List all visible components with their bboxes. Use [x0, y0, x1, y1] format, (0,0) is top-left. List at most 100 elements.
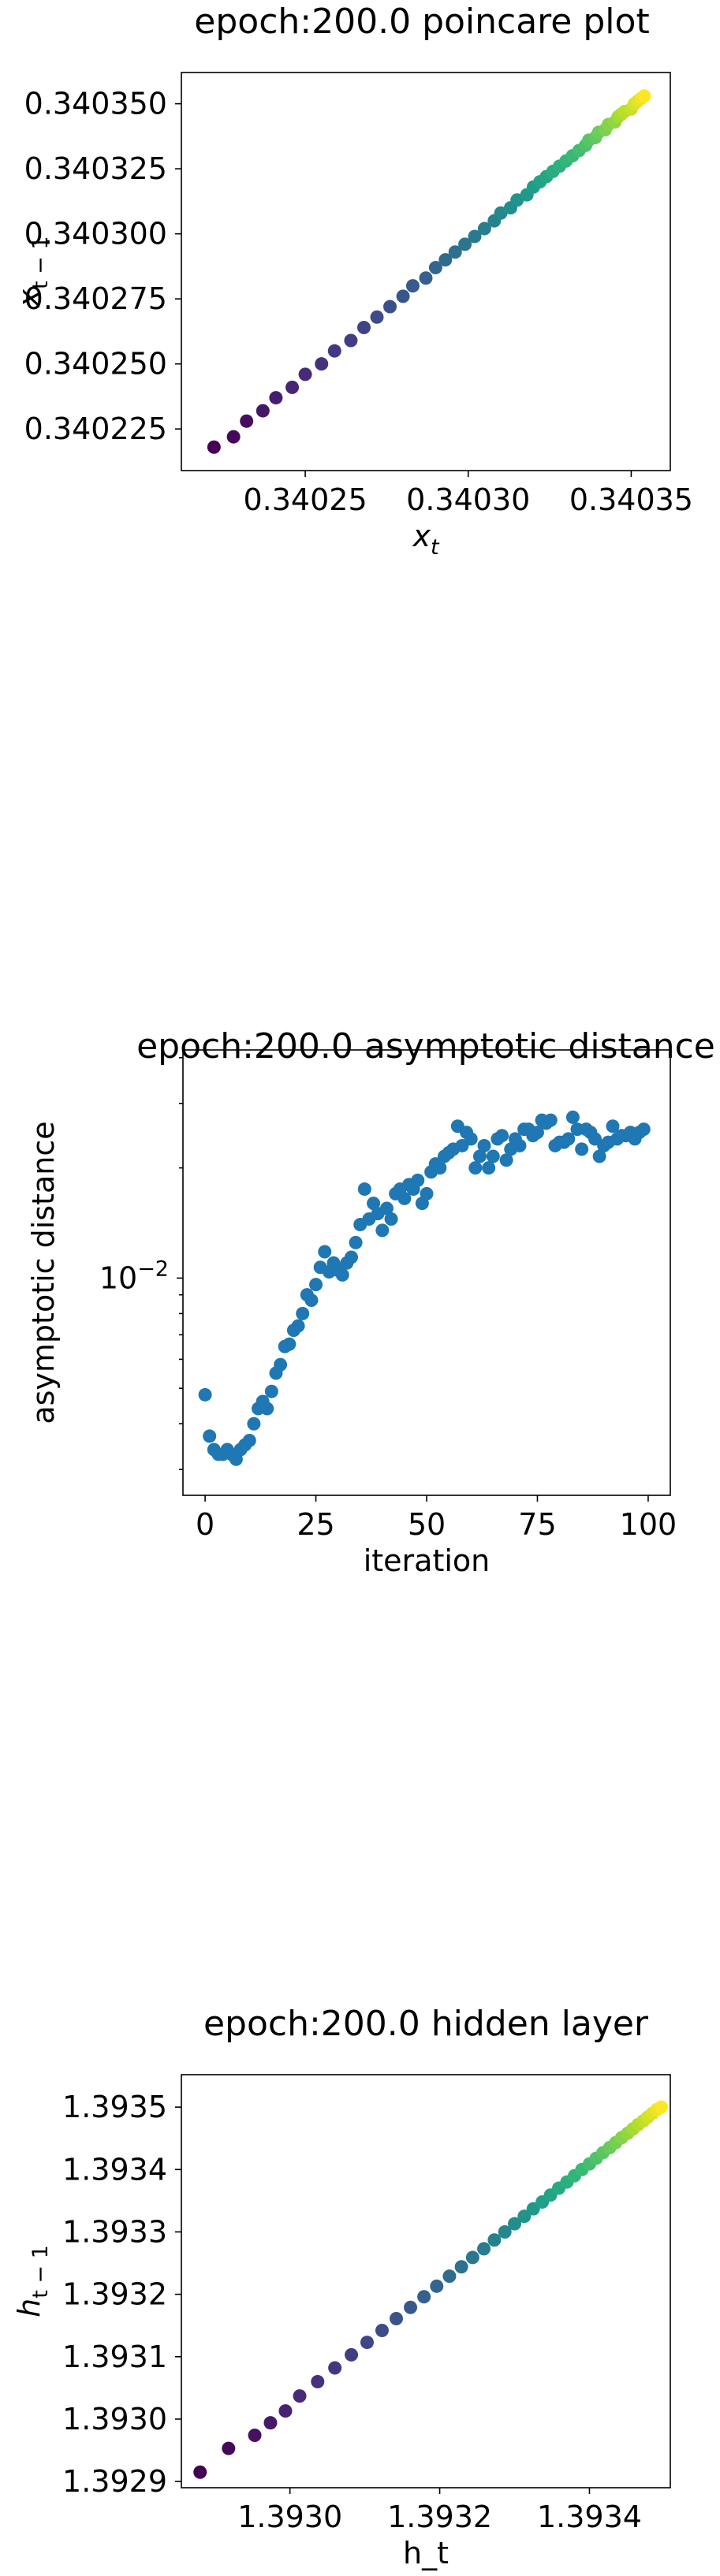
- y-tick-label: 10−2: [99, 1256, 169, 1295]
- data-point: [240, 414, 254, 428]
- data-point: [360, 2336, 374, 2350]
- data-point: [396, 289, 410, 303]
- data-point: [477, 221, 491, 236]
- data-point: [499, 1153, 513, 1167]
- data-point: [636, 1122, 651, 1137]
- data-point: [260, 1402, 274, 1416]
- data-point: [397, 1191, 412, 1205]
- data-point: [477, 2242, 491, 2256]
- data-point: [495, 1129, 509, 1143]
- data-point: [575, 1142, 589, 1156]
- data-point: [349, 1235, 363, 1249]
- data-point: [592, 1149, 606, 1163]
- x-axis-label: iteration: [364, 1543, 491, 1578]
- data-point: [543, 1113, 558, 1127]
- data-point: [498, 2224, 512, 2239]
- data-points: [193, 2100, 669, 2479]
- data-point: [311, 2374, 325, 2388]
- y-tick-label: 0.340300: [24, 217, 167, 251]
- data-point: [565, 1110, 580, 1124]
- plot-frame: [181, 2074, 671, 2489]
- data-point: [263, 2416, 278, 2430]
- chart-title: epoch:200.0 poincare plot: [194, 2, 649, 42]
- data-point: [419, 271, 433, 285]
- data-point: [226, 430, 241, 444]
- data-point: [513, 1138, 527, 1152]
- y-tick-label: 0.340275: [24, 281, 167, 316]
- data-point: [477, 1138, 491, 1152]
- data-point: [327, 344, 341, 358]
- data-point: [458, 237, 472, 251]
- y-tick-label-base: 10: [99, 1260, 137, 1295]
- data-point: [508, 2217, 522, 2231]
- data-point: [274, 1357, 288, 1372]
- data-point: [370, 310, 384, 324]
- data-point: [487, 2233, 502, 2247]
- data-point: [404, 2300, 418, 2314]
- data-point: [464, 1132, 478, 1146]
- y-tick-label: 0.340225: [24, 411, 167, 446]
- data-point: [344, 333, 358, 348]
- data-point: [309, 1278, 323, 1292]
- data-point: [193, 2465, 207, 2479]
- data-point: [482, 1161, 496, 1175]
- x-axis-label-subscript: t: [431, 535, 440, 560]
- y-tick-label: 1.3931: [62, 2340, 167, 2374]
- data-points: [207, 89, 651, 454]
- data-point: [411, 1173, 425, 1187]
- x-tick-label: 50: [408, 1507, 446, 1542]
- x-axis-label: xt: [412, 519, 440, 560]
- x-axis-label: h_t: [403, 2536, 449, 2570]
- data-point: [517, 2209, 532, 2224]
- data-point: [207, 440, 221, 454]
- data-point: [328, 2361, 342, 2375]
- data-point: [454, 2260, 468, 2274]
- data-point: [315, 357, 329, 371]
- data-point: [291, 1319, 305, 1333]
- x-tick-label: 0.34025: [243, 482, 367, 517]
- y-axis-label: ht − 1: [12, 2245, 53, 2317]
- data-point: [606, 1119, 620, 1134]
- x-tick-label: 75: [518, 1507, 556, 1542]
- data-point: [298, 367, 312, 382]
- data-point: [383, 300, 397, 314]
- x-tick-label: 0.34030: [406, 482, 530, 517]
- y-axis-label-base: h: [12, 2299, 47, 2317]
- data-point: [468, 1161, 483, 1175]
- data-point: [242, 1433, 256, 1447]
- y-tick-label: 1.3933: [62, 2214, 167, 2249]
- chart-title: epoch:200.0 asymptotic distance: [136, 1026, 715, 1067]
- y-tick-label: 1.3935: [62, 2090, 167, 2124]
- data-point: [428, 261, 442, 275]
- y-tick-label: 1.3929: [62, 2464, 167, 2499]
- y-axis-label: xt − 1: [12, 236, 53, 307]
- data-point: [472, 1149, 487, 1163]
- y-axis-label-subscript: t − 1: [28, 2245, 53, 2299]
- data-point: [367, 1197, 381, 1211]
- chart-title: epoch:200.0 hidden layer: [203, 2004, 649, 2044]
- data-point: [433, 1161, 447, 1175]
- data-point: [304, 1294, 319, 1307]
- data-point: [203, 1429, 217, 1443]
- data-point: [222, 2441, 236, 2455]
- data-points: [198, 1110, 651, 1466]
- data-point: [296, 1306, 310, 1320]
- data-point: [198, 1387, 212, 1402]
- x-tick-label: 0.34035: [569, 482, 693, 517]
- y-axis-label-base: x: [12, 289, 47, 308]
- data-point: [264, 1384, 278, 1398]
- x-tick-label: 1.3930: [237, 2500, 342, 2534]
- y-tick-label: 1.3934: [62, 2152, 167, 2187]
- data-point: [468, 229, 482, 244]
- y-tick-label: 1.3930: [62, 2402, 167, 2436]
- data-point: [318, 1245, 332, 1259]
- y-tick-label: 0.340350: [24, 87, 167, 121]
- data-point: [278, 2404, 293, 2418]
- y-axis-label-subscript: t − 1: [28, 236, 53, 289]
- data-point: [405, 279, 420, 293]
- x-tick-label: 1.3932: [387, 2500, 492, 2534]
- y-tick-label-exponent: −2: [137, 1256, 169, 1281]
- data-point: [335, 1268, 349, 1282]
- data-point: [438, 253, 453, 267]
